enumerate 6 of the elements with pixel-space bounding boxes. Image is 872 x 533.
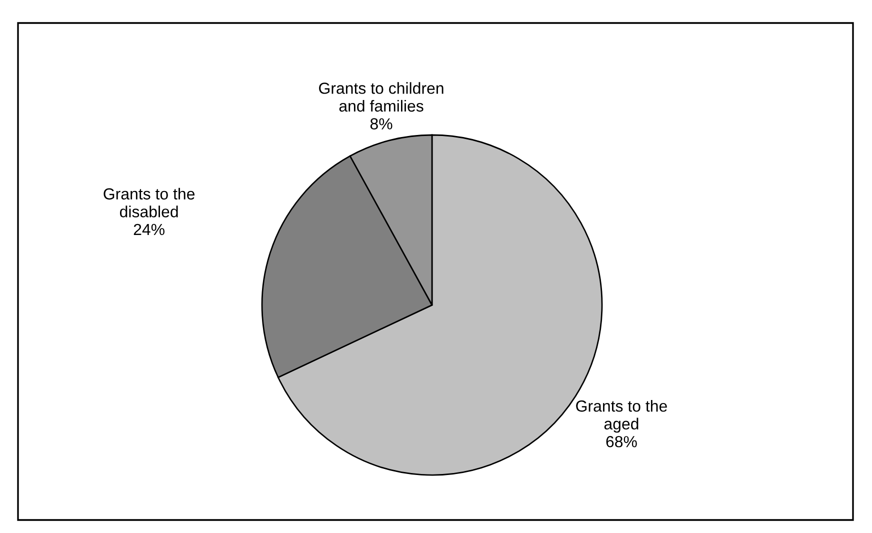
- data-label: 8%: [370, 118, 392, 130]
- slice-label: Grants to the aged: [576, 400, 667, 433]
- slice-label: Grants to the disabled: [104, 188, 195, 218]
- data-label: 24%: [134, 224, 164, 236]
- data-label: 68%: [606, 436, 637, 448]
- slice-label: Grants to children and families: [319, 82, 444, 112]
